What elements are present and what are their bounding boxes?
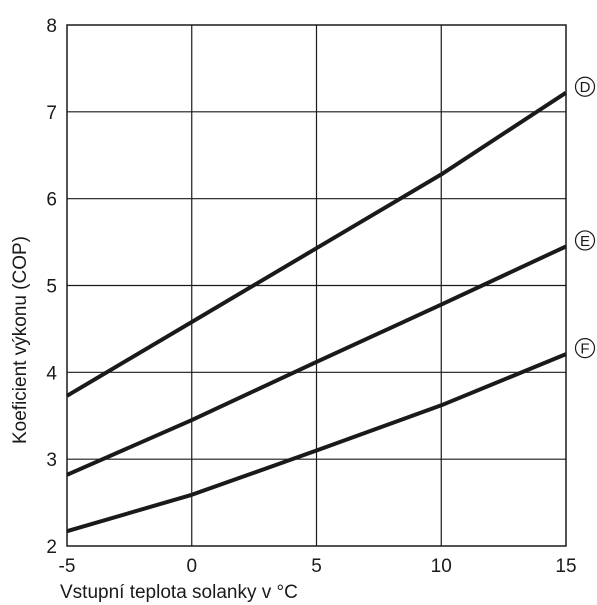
- y-tick-labels: 2 3 4 5 6 7 8: [46, 16, 57, 558]
- x-tick-label: 10: [431, 556, 452, 577]
- series-marker-circle: [574, 76, 596, 97]
- series-marker-f: F: [574, 337, 596, 359]
- plot-frame: [66, 24, 567, 547]
- series-marker-label: F: [580, 341, 589, 358]
- series-marker-d: D: [574, 76, 596, 97]
- y-tick-label: 4: [46, 363, 57, 384]
- series-marker-label: D: [580, 79, 591, 96]
- y-tick-label: 7: [46, 103, 57, 124]
- y-tick-label: 6: [46, 190, 57, 211]
- x-axis-title: Vstupní teplota solanky v °C: [60, 582, 298, 603]
- series-marker-e: E: [574, 230, 596, 251]
- series-marker-label: E: [580, 233, 590, 250]
- series-line-e: [66, 244, 567, 477]
- y-tick-label: 3: [46, 450, 57, 471]
- series-markers: D E F: [574, 76, 596, 359]
- x-tick-label: 5: [311, 556, 322, 577]
- series-line-d: [65, 91, 568, 398]
- y-tick-label: 2: [46, 537, 57, 558]
- y-tick-label: 8: [46, 16, 57, 37]
- y-tick-label: 5: [46, 277, 57, 298]
- x-tick-labels: -5 0 5 10 15: [59, 556, 577, 577]
- grid: [67, 25, 566, 546]
- y-axis-title: Koeficient výkonu (COP): [10, 236, 31, 444]
- x-tick-label: 0: [186, 556, 197, 577]
- x-tick-label: 15: [555, 556, 576, 577]
- x-tick-label: -5: [59, 556, 76, 577]
- series-marker-circle: [574, 230, 596, 251]
- series-marker-circle: [574, 337, 596, 359]
- series-line-f: [66, 352, 567, 534]
- series-lines: [65, 91, 568, 534]
